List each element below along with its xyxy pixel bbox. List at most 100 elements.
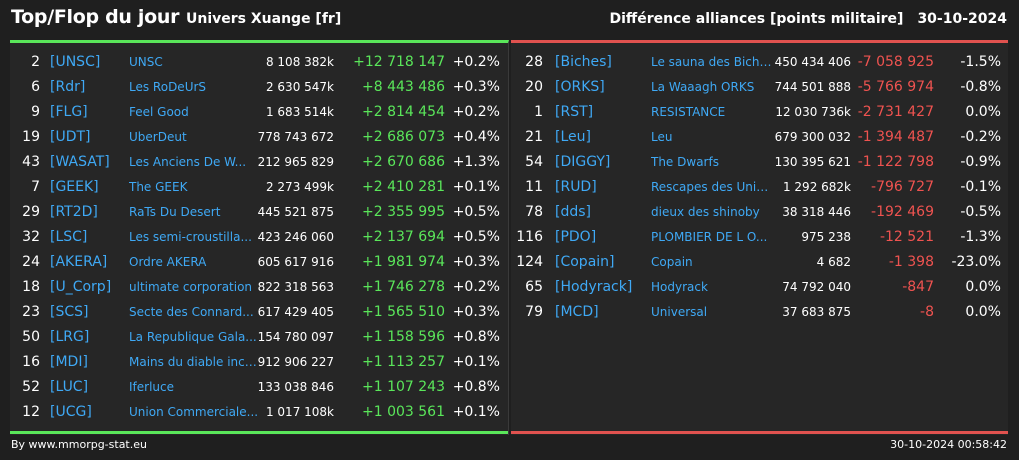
alliance-tag-link[interactable]: [MCD] xyxy=(555,304,599,320)
alliance-tag-link[interactable]: [AKERA] xyxy=(50,254,108,270)
percent-change: -0.8% xyxy=(960,79,1001,95)
points-difference: +2 686 073 xyxy=(362,129,445,145)
alliance-name-link[interactable]: PLOMBIER DE L O... xyxy=(651,230,768,244)
percent-change: +0.3% xyxy=(452,254,500,270)
alliance-tag-link[interactable]: [UNSC] xyxy=(50,54,101,70)
alliance-rank: 9 xyxy=(31,104,40,120)
alliance-tag-link[interactable]: [UCG] xyxy=(50,404,92,420)
alliance-tag-link[interactable]: [ORKS] xyxy=(555,79,605,95)
flop-row: 79 [MCD] Universal 37 683 875 -8 0.0% xyxy=(511,300,1008,325)
alliance-name-link[interactable]: The Dwarfs xyxy=(651,155,719,169)
percent-change: +0.2% xyxy=(452,54,500,70)
universe-label: Univers Xuange [fr] xyxy=(186,11,342,27)
alliance-name-link[interactable]: Le sauna des Biche... xyxy=(651,55,773,69)
alliance-points: 1 017 108k xyxy=(265,405,334,419)
alliance-points: 605 617 916 xyxy=(257,255,334,269)
top-row: 32 [LSC] Les semi-croustilla... 423 246 060… xyxy=(10,225,508,250)
alliance-tag-link[interactable]: [MDI] xyxy=(50,354,88,370)
alliance-points: 2 630 547k xyxy=(265,80,334,94)
points-difference: -192 469 xyxy=(871,204,934,220)
alliance-name-link[interactable]: Hodyrack xyxy=(651,280,708,294)
flop-bottom-bar xyxy=(511,431,1008,434)
alliance-tag-link[interactable]: [GEEK] xyxy=(50,179,99,195)
points-difference: +2 355 995 xyxy=(362,204,445,220)
flop-row: 28 [Biches] Le sauna des Biche... 450 434 4… xyxy=(511,50,1008,75)
flop-row: 54 [DIGGY] The Dwarfs 130 395 621 -1 122 798… xyxy=(511,150,1008,175)
top-row: 7 [GEEK] The GEEK 2 273 499k +2 410 281 +0.1% xyxy=(10,175,508,200)
percent-change: -1.5% xyxy=(960,54,1001,70)
top-row: 43 [WASAT] Les Anciens De W... 212 965 829 +… xyxy=(10,150,508,175)
alliance-tag-link[interactable]: [RT2D] xyxy=(50,204,98,220)
alliance-tag-link[interactable]: [LUC] xyxy=(50,379,89,395)
alliance-points: 130 395 621 xyxy=(774,155,851,169)
top-row: 23 [SCS] Secte des Connard... 617 429 405 +1… xyxy=(10,300,508,325)
alliance-rank: 32 xyxy=(22,229,40,245)
alliance-rank: 24 xyxy=(22,254,40,270)
percent-change: -0.1% xyxy=(960,179,1001,195)
percent-change: +0.1% xyxy=(452,179,500,195)
points-difference: -796 727 xyxy=(871,179,934,195)
alliance-points: 154 780 097 xyxy=(257,330,334,344)
alliance-tag-link[interactable]: [FLG] xyxy=(50,104,88,120)
alliance-name-link[interactable]: La Waaagh ORKS xyxy=(651,80,755,94)
alliance-rank: 6 xyxy=(31,79,40,95)
alliance-tag-link[interactable]: [UDT] xyxy=(50,129,91,145)
alliance-name-link[interactable]: Copain xyxy=(651,255,693,269)
alliance-points: 38 318 446 xyxy=(782,205,851,219)
alliance-tag-link[interactable]: [Copain] xyxy=(555,254,615,270)
alliance-name-link[interactable]: Rescapes des Univ... xyxy=(651,180,773,194)
points-difference: -8 xyxy=(920,304,934,320)
alliance-name-link[interactable]: dieux des shinoby xyxy=(651,205,760,219)
percent-change: +0.5% xyxy=(452,204,500,220)
alliance-tag-link[interactable]: [Rdr] xyxy=(50,79,86,95)
points-difference: +2 670 686 xyxy=(362,154,445,170)
top-panel: 2 [UNSC] UNSC 8 108 382k +12 718 147 +0.2% 6 [R… xyxy=(10,40,509,435)
percent-change: +0.2% xyxy=(452,279,500,295)
alliance-rank: 11 xyxy=(525,179,543,195)
alliance-rank: 2 xyxy=(31,54,40,70)
alliance-name-link[interactable]: RESISTANCE xyxy=(651,105,726,119)
alliance-tag-link[interactable]: [dds] xyxy=(555,204,591,220)
alliance-tag-link[interactable]: [LSC] xyxy=(50,229,88,245)
percent-change: -0.2% xyxy=(960,129,1001,145)
alliance-tag-link[interactable]: [U_Corp] xyxy=(50,279,112,295)
alliance-name-link[interactable]: Leu xyxy=(651,130,673,144)
alliance-rank: 18 xyxy=(22,279,40,295)
alliance-name-link[interactable]: Universal xyxy=(651,305,708,319)
percent-change: +1.3% xyxy=(452,154,500,170)
alliance-tag-link[interactable]: [RUD] xyxy=(555,179,597,195)
top-row: 18 [U_Corp] ultimate corporation 822 318 56… xyxy=(10,275,508,300)
percent-change: +0.2% xyxy=(452,104,500,120)
points-difference: +1 565 510 xyxy=(362,304,445,320)
top-row: 24 [AKERA] Ordre AKERA 605 617 916 +1 981 97… xyxy=(10,250,508,275)
points-difference: -5 766 974 xyxy=(857,79,934,95)
top-row: 19 [UDT] UberDeut 778 743 672 +2 686 073 +0.4… xyxy=(10,125,508,150)
alliance-tag-link[interactable]: [Leu] xyxy=(555,129,591,145)
alliance-tag-link[interactable]: [DIGGY] xyxy=(555,154,611,170)
alliance-points: 8 108 382k xyxy=(265,55,334,69)
footer-credit[interactable]: By www.mmorpg-stat.eu xyxy=(11,438,147,451)
alliance-rank: 19 xyxy=(22,129,40,145)
flop-row: 78 [dds] dieux des shinoby 38 318 446 -192 4… xyxy=(511,200,1008,225)
header-date: 30-10-2024 xyxy=(917,11,1007,27)
alliance-points: 450 434 406 xyxy=(774,55,851,69)
percent-change: -23.0% xyxy=(951,254,1001,270)
alliance-points: 12 030 736k xyxy=(775,105,851,119)
alliance-tag-link[interactable]: [RST] xyxy=(555,104,594,120)
alliance-tag-link[interactable]: [Biches] xyxy=(555,54,612,70)
alliance-rank: 78 xyxy=(525,204,543,220)
percent-change: -0.9% xyxy=(960,154,1001,170)
alliance-tag-link[interactable]: [SCS] xyxy=(50,304,89,320)
points-difference: +1 981 974 xyxy=(362,254,445,270)
alliance-points: 1 683 514k xyxy=(265,105,334,119)
alliance-rank: 16 xyxy=(22,354,40,370)
points-difference: +1 003 561 xyxy=(362,404,445,420)
alliance-tag-link[interactable]: [PDO] xyxy=(555,229,597,245)
alliance-points: 822 318 563 xyxy=(257,280,334,294)
points-difference: +1 113 257 xyxy=(362,354,445,370)
points-difference: -847 xyxy=(902,279,934,295)
alliance-tag-link[interactable]: [Hodyrack] xyxy=(555,279,633,295)
alliance-tag-link[interactable]: [WASAT] xyxy=(50,154,110,170)
percent-change: -0.5% xyxy=(960,204,1001,220)
alliance-tag-link[interactable]: [LRG] xyxy=(50,329,90,345)
